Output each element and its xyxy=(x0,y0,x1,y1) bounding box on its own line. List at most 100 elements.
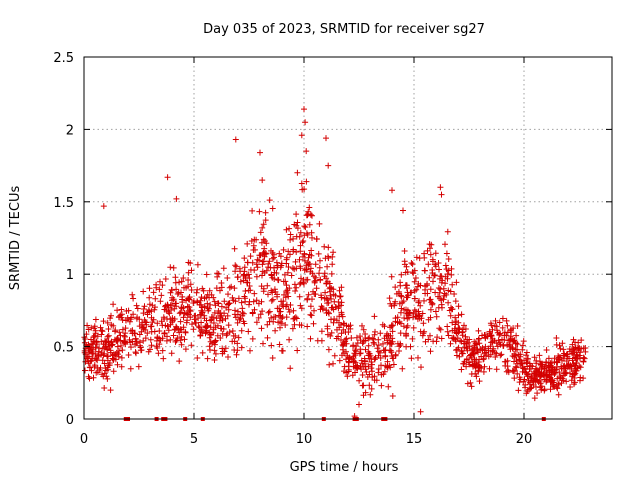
data-point xyxy=(527,362,534,369)
data-point xyxy=(445,332,452,339)
data-point xyxy=(396,290,403,297)
data-point xyxy=(275,319,282,326)
data-point xyxy=(292,288,299,294)
data-point xyxy=(294,169,301,176)
data-point xyxy=(294,219,301,226)
data-point xyxy=(475,327,482,334)
data-point xyxy=(456,325,463,332)
data-point xyxy=(253,236,260,243)
data-point xyxy=(128,344,134,351)
data-point xyxy=(189,321,195,328)
x-tick-labels: 0 5 10 15 20 xyxy=(80,432,532,447)
data-point xyxy=(161,330,168,336)
data-point xyxy=(141,324,147,331)
data-point xyxy=(486,328,493,335)
data-point xyxy=(362,331,369,337)
data-point xyxy=(547,374,554,381)
data-point xyxy=(357,346,364,353)
data-point xyxy=(318,328,325,335)
data-point xyxy=(114,361,121,368)
data-point xyxy=(501,332,508,339)
data-point xyxy=(114,343,121,350)
data-point xyxy=(234,340,241,347)
data-point xyxy=(164,174,171,181)
data-point xyxy=(330,249,337,256)
data-point xyxy=(148,342,155,349)
data-point xyxy=(335,299,342,305)
data-point xyxy=(520,378,527,385)
data-point xyxy=(375,348,382,355)
data-point xyxy=(280,303,287,310)
data-point xyxy=(507,333,514,340)
data-point xyxy=(127,365,134,372)
data-point xyxy=(197,332,204,339)
data-point xyxy=(311,307,317,314)
data-point xyxy=(402,269,409,276)
data-point xyxy=(325,346,332,353)
data-point xyxy=(286,225,293,232)
data-point xyxy=(582,348,589,355)
data-point xyxy=(185,259,192,266)
data-point xyxy=(221,348,228,355)
data-point xyxy=(272,327,279,334)
data-point xyxy=(403,306,409,313)
data-point xyxy=(485,345,492,352)
data-point xyxy=(439,304,445,311)
data-point xyxy=(312,291,319,298)
data-point xyxy=(311,278,318,285)
y-tick-label: 2.5 xyxy=(53,51,74,66)
data-point xyxy=(93,338,100,345)
data-point xyxy=(173,337,180,344)
data-point xyxy=(346,355,353,362)
data-point xyxy=(473,348,480,354)
data-point xyxy=(368,365,375,372)
data-point xyxy=(445,267,452,274)
data-point xyxy=(168,286,175,293)
data-point xyxy=(239,309,246,316)
data-point xyxy=(262,217,269,224)
data-point xyxy=(352,347,359,354)
data-point xyxy=(168,350,175,357)
data-point xyxy=(283,282,290,289)
data-point xyxy=(268,342,275,349)
data-point xyxy=(244,279,251,286)
data-point xyxy=(118,354,125,361)
data-point xyxy=(88,367,95,374)
data-point xyxy=(415,354,421,361)
data-point xyxy=(188,287,195,293)
data-point xyxy=(171,305,178,312)
data-point xyxy=(220,265,227,272)
data-point xyxy=(308,312,315,319)
data-point xyxy=(392,351,399,358)
data-point xyxy=(268,297,275,304)
data-point xyxy=(473,373,480,380)
data-point xyxy=(286,309,293,315)
data-point xyxy=(455,303,462,310)
data-point xyxy=(353,334,360,341)
data-point xyxy=(289,325,296,332)
data-point xyxy=(512,363,519,370)
data-point xyxy=(221,298,228,305)
data-point xyxy=(147,336,154,343)
data-point xyxy=(480,355,487,362)
data-point xyxy=(119,326,126,333)
data-point xyxy=(162,303,169,310)
data-point xyxy=(218,284,225,291)
data-point xyxy=(309,212,315,219)
data-point xyxy=(236,265,243,272)
data-point xyxy=(218,325,225,332)
data-point xyxy=(328,316,334,323)
data-point xyxy=(427,306,434,313)
data-point xyxy=(554,375,561,382)
data-point xyxy=(409,335,416,342)
data-point xyxy=(563,351,570,358)
data-point xyxy=(307,211,314,218)
data-point xyxy=(151,306,158,313)
data-point xyxy=(241,293,248,300)
data-point xyxy=(136,331,143,338)
data-point xyxy=(133,350,139,357)
data-point xyxy=(225,291,231,298)
data-point xyxy=(464,380,471,387)
data-point xyxy=(102,341,109,348)
data-point xyxy=(574,353,581,360)
